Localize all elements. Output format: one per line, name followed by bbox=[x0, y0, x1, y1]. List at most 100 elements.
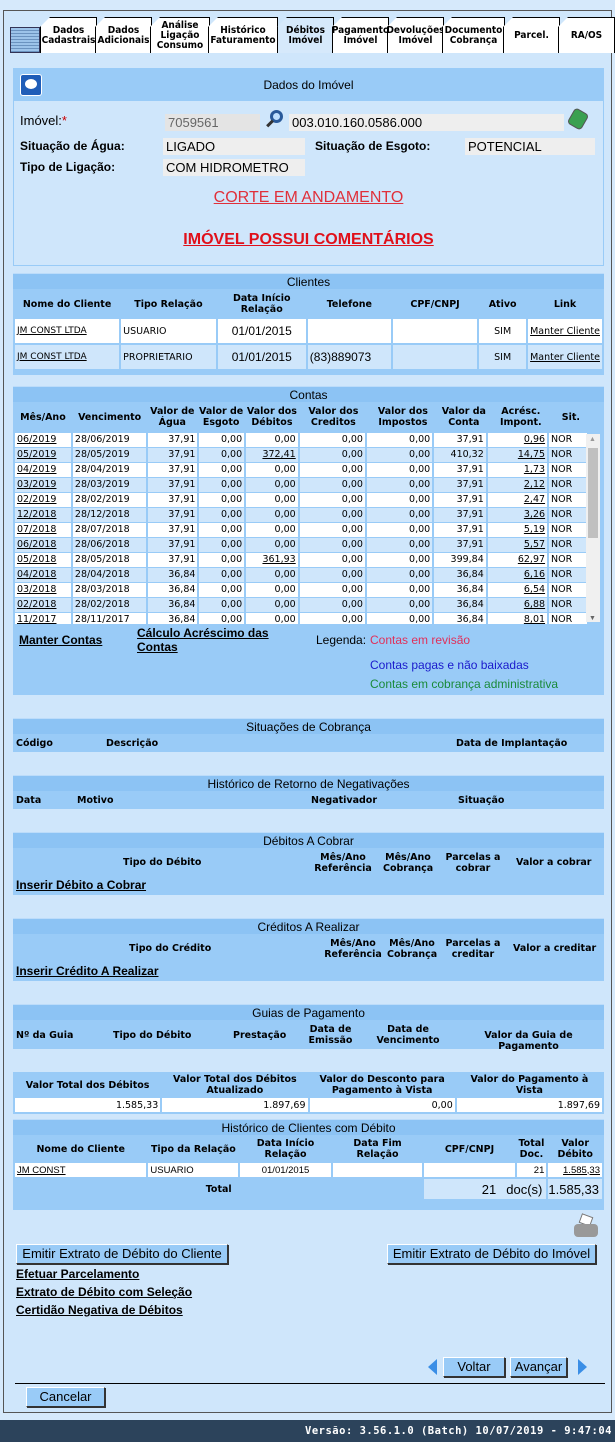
tab-8[interactable]: Parcel. bbox=[503, 17, 560, 53]
cancelar-button[interactable]: Cancelar bbox=[26, 1387, 105, 1407]
valor-creditos: 0,00 bbox=[299, 568, 365, 582]
col-header: Data de Emissão bbox=[308, 1024, 353, 1046]
acrescimo-link[interactable]: 6,88 bbox=[487, 598, 548, 612]
mes-ano-link[interactable]: 03/2018 bbox=[15, 583, 71, 597]
mes-ano-link[interactable]: 02/2019 bbox=[15, 493, 71, 507]
cpf-cnpj bbox=[424, 1163, 515, 1177]
acrescimo-link[interactable]: 3,26 bbox=[487, 508, 548, 522]
mes-ano-link[interactable]: 02/2018 bbox=[15, 598, 71, 612]
col-header: Nome do Cliente bbox=[36, 1143, 125, 1155]
valor-impostos: 0,00 bbox=[366, 613, 433, 624]
vencimento: 28/12/2018 bbox=[72, 508, 147, 522]
efetuar-parcelamento-link[interactable]: Efetuar Parcelamento bbox=[16, 1267, 140, 1281]
valor-conta: 37,91 bbox=[434, 538, 486, 552]
acrescimo-link[interactable]: 6,54 bbox=[487, 583, 548, 597]
client-name-link[interactable]: JM CONST LTDA bbox=[15, 319, 120, 343]
manter-cliente-link[interactable]: Manter Cliente bbox=[528, 319, 602, 343]
col-header: Tipo do Débito bbox=[123, 857, 202, 868]
mes-ano-link[interactable]: 04/2018 bbox=[15, 568, 71, 582]
mes-ano-link[interactable]: 05/2018 bbox=[15, 553, 71, 567]
acrescimo-link[interactable]: 0,96 bbox=[487, 433, 548, 447]
valor-debito-link[interactable]: 1.585,33 bbox=[548, 1163, 602, 1177]
client-name-link[interactable]: JM CONST bbox=[15, 1163, 147, 1177]
valor-conta: 37,91 bbox=[434, 508, 486, 522]
mes-ano-link[interactable]: 05/2019 bbox=[15, 448, 71, 462]
mes-ano-link[interactable]: 04/2019 bbox=[15, 463, 71, 477]
client-name-link[interactable]: JM CONST LTDA bbox=[15, 345, 120, 369]
col-header: Valor dos Creditos bbox=[308, 406, 359, 428]
mes-ano-link[interactable]: 11/2017 bbox=[15, 613, 71, 624]
scroll-down-icon[interactable]: ▼ bbox=[589, 615, 596, 622]
tab-3[interactable]: Histórico Faturamento bbox=[208, 17, 278, 53]
avancar-button[interactable]: Avançar bbox=[510, 1357, 567, 1377]
voltar-button[interactable]: Voltar bbox=[443, 1357, 505, 1377]
conta-row: 02/2018 28/02/2018 36,84 0,00 0,00 0,00 0,00 36… bbox=[15, 598, 587, 612]
mes-ano-link[interactable]: 06/2019 bbox=[15, 433, 71, 447]
arrow-left-icon[interactable] bbox=[428, 1359, 437, 1375]
tab-0[interactable]: Dados Cadastrais bbox=[40, 17, 97, 53]
inserir-debito-link[interactable]: Inserir Débito a Cobrar bbox=[16, 878, 147, 892]
mes-ano-link[interactable]: 12/2018 bbox=[15, 508, 71, 522]
certidao-negativa-link[interactable]: Certidão Negativa de Débitos bbox=[16, 1303, 183, 1317]
col-header: Vencimento bbox=[78, 411, 142, 423]
acrescimo-link[interactable]: 6,16 bbox=[487, 568, 548, 582]
col-header: Valor dos Impostos bbox=[377, 406, 428, 428]
valor-impostos: 0,00 bbox=[366, 448, 433, 462]
valor-creditos: 0,00 bbox=[299, 463, 365, 477]
tab-7[interactable]: Documento Cobrança bbox=[442, 17, 505, 53]
extrato-selecao-link[interactable]: Extrato de Débito com Seleção bbox=[16, 1285, 193, 1299]
inserir-credito-link[interactable]: Inserir Crédito A Realizar bbox=[16, 964, 159, 978]
emitir-extrato-imovel-button[interactable]: Emitir Extrato de Débito do Imóvel bbox=[387, 1244, 596, 1264]
table-row: JM CONST LTDA USUARIO 01/01/2015 SIM Manter … bbox=[15, 319, 602, 343]
valor-conta: 37,91 bbox=[434, 433, 486, 447]
matricula-input[interactable]: 7059561 bbox=[165, 114, 260, 131]
col-header: Data Início Relação bbox=[256, 1138, 315, 1160]
valor-esgoto: 0,00 bbox=[199, 493, 245, 507]
data-fim bbox=[332, 1163, 423, 1177]
tab-2[interactable]: Análise Ligação Consumo bbox=[150, 17, 210, 53]
situacao: NOR bbox=[549, 538, 587, 552]
valor-esgoto: 0,00 bbox=[199, 598, 245, 612]
conta-row: 03/2018 28/03/2018 36,84 0,00 0,00 0,00 0,00 36… bbox=[15, 583, 587, 597]
tab-6[interactable]: Devoluções Imóvel bbox=[387, 17, 444, 53]
tab-5[interactable]: Pagamento Imóvel bbox=[332, 17, 389, 53]
valor-impostos: 0,00 bbox=[366, 463, 433, 477]
arrow-right-icon[interactable] bbox=[578, 1359, 587, 1375]
clientes-table: Nome do Cliente Tipo Relação Data Início R… bbox=[13, 289, 604, 371]
printer-icon[interactable] bbox=[572, 1213, 600, 1239]
contas-scrollbar[interactable]: ▲ ▼ bbox=[586, 434, 600, 622]
acrescimo-link[interactable]: 62,97 bbox=[487, 553, 548, 567]
acrescimo-link[interactable]: 1,73 bbox=[487, 463, 548, 477]
tab-9[interactable]: RA/OS bbox=[558, 17, 615, 53]
tab-1[interactable]: Dados Adicionais bbox=[95, 17, 152, 53]
calculo-acrescimo-link[interactable]: Cálculo Acréscimo das Contas bbox=[137, 626, 269, 654]
acrescimo-link[interactable]: 2,12 bbox=[487, 478, 548, 492]
acrescimo-link[interactable]: 8,01 bbox=[487, 613, 548, 624]
comentarios-alert[interactable]: IMÓVEL POSSUI COMENTÁRIOS bbox=[183, 231, 434, 248]
valor-debitos[interactable]: 361,93 bbox=[246, 553, 298, 567]
debitos-panel: Débitos A Cobrar Tipo do Débito Mês/Ano … bbox=[13, 832, 604, 895]
manter-cliente-link[interactable]: Manter Cliente bbox=[528, 345, 602, 369]
valor-total: 1.585,33 bbox=[15, 1098, 161, 1112]
situacao: NOR bbox=[549, 463, 587, 477]
scroll-up-icon[interactable]: ▲ bbox=[589, 436, 596, 443]
search-icon[interactable] bbox=[264, 110, 286, 130]
col-header: Sit. bbox=[561, 411, 581, 423]
acrescimo-link[interactable]: 14,75 bbox=[487, 448, 548, 462]
valor-a-vista: 1.897,69 bbox=[456, 1098, 602, 1112]
tab-4[interactable]: Débitos Imóvel bbox=[277, 17, 334, 53]
mes-ano-link[interactable]: 07/2018 bbox=[15, 523, 71, 537]
valor-impostos: 0,00 bbox=[366, 538, 433, 552]
ligacao-label: Tipo de Ligação: bbox=[20, 160, 116, 174]
acrescimo-link[interactable]: 5,57 bbox=[487, 538, 548, 552]
mes-ano-link[interactable]: 03/2019 bbox=[15, 478, 71, 492]
acrescimo-link[interactable]: 2,47 bbox=[487, 493, 548, 507]
acrescimo-link[interactable]: 5,19 bbox=[487, 523, 548, 537]
comment-icon[interactable] bbox=[20, 74, 42, 96]
emitir-extrato-cliente-button[interactable]: Emitir Extrato de Débito do Cliente bbox=[16, 1244, 228, 1264]
mes-ano-link[interactable]: 06/2018 bbox=[15, 538, 71, 552]
manter-contas-link[interactable]: Manter Contas bbox=[19, 633, 103, 647]
valor-debitos[interactable]: 372,41 bbox=[246, 448, 298, 462]
valor-conta: 36,84 bbox=[434, 613, 486, 624]
col-header: Prestação bbox=[233, 1030, 287, 1041]
